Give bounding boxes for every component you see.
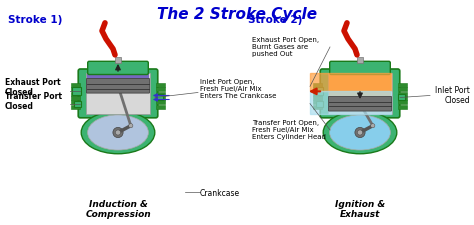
Bar (398, 83, 407, 87)
Bar (115, 57, 121, 63)
Bar (313, 83, 322, 87)
Ellipse shape (329, 115, 391, 150)
FancyBboxPatch shape (86, 79, 149, 93)
FancyBboxPatch shape (330, 61, 390, 74)
Bar (316, 101, 323, 107)
Bar (328, 73, 392, 114)
Circle shape (113, 127, 123, 138)
Bar (313, 96, 322, 100)
Bar (156, 92, 165, 96)
FancyBboxPatch shape (78, 69, 158, 118)
Bar (313, 92, 322, 96)
Text: Stroke 1): Stroke 1) (8, 15, 63, 25)
Polygon shape (310, 73, 391, 91)
Bar (71, 96, 80, 100)
Circle shape (357, 130, 363, 135)
Bar (156, 105, 165, 109)
Polygon shape (310, 91, 391, 114)
Bar (398, 87, 407, 91)
FancyBboxPatch shape (320, 69, 400, 118)
Text: Induction &
Compression: Induction & Compression (85, 200, 151, 219)
Text: Stroke 2): Stroke 2) (248, 15, 302, 25)
Bar (156, 94, 163, 101)
Text: The 2 Stroke Cycle: The 2 Stroke Cycle (157, 7, 317, 22)
Bar (71, 105, 80, 109)
Bar (156, 83, 165, 87)
Bar (71, 92, 80, 96)
Text: Transfer Port Open,
Fresh Fuel/Air Mix
Enters Cylinder Head: Transfer Port Open, Fresh Fuel/Air Mix E… (252, 120, 326, 140)
Bar (398, 100, 407, 104)
Circle shape (128, 124, 133, 128)
Text: Exhaust Port Open,
Burnt Gases are
pushed Out: Exhaust Port Open, Burnt Gases are pushe… (252, 37, 319, 57)
Bar (72, 87, 81, 95)
Bar (357, 57, 363, 63)
Text: Crankcase: Crankcase (200, 189, 240, 198)
Bar (71, 83, 80, 87)
Bar (156, 100, 165, 104)
Text: Transfer Port
Closed: Transfer Port Closed (5, 92, 62, 111)
Text: Ignition &
Exhaust: Ignition & Exhaust (335, 200, 385, 219)
Circle shape (355, 127, 365, 138)
Bar (74, 101, 81, 107)
Bar (313, 100, 322, 104)
Ellipse shape (88, 115, 148, 150)
Text: Inlet Port
Closed: Inlet Port Closed (435, 86, 470, 105)
Bar (314, 87, 323, 95)
Bar (313, 87, 322, 91)
Bar (398, 96, 407, 100)
Circle shape (116, 130, 120, 135)
Bar (71, 100, 80, 104)
Bar (313, 105, 322, 109)
Ellipse shape (81, 111, 155, 154)
Bar (398, 94, 405, 101)
Bar (86, 73, 150, 114)
FancyBboxPatch shape (88, 61, 148, 74)
Text: Exhaust Port
Closed: Exhaust Port Closed (5, 78, 61, 97)
Bar (71, 87, 80, 91)
Circle shape (371, 124, 375, 128)
Bar (329, 73, 391, 97)
Bar (156, 87, 165, 91)
Bar (398, 92, 407, 96)
Bar (87, 73, 149, 79)
Text: Inlet Port Open,
Fresh Fuel/Air Mix
Enters The Crankcase: Inlet Port Open, Fresh Fuel/Air Mix Ente… (200, 79, 276, 99)
Ellipse shape (323, 111, 397, 154)
FancyBboxPatch shape (328, 97, 392, 111)
Bar (398, 105, 407, 109)
Bar (156, 96, 165, 100)
